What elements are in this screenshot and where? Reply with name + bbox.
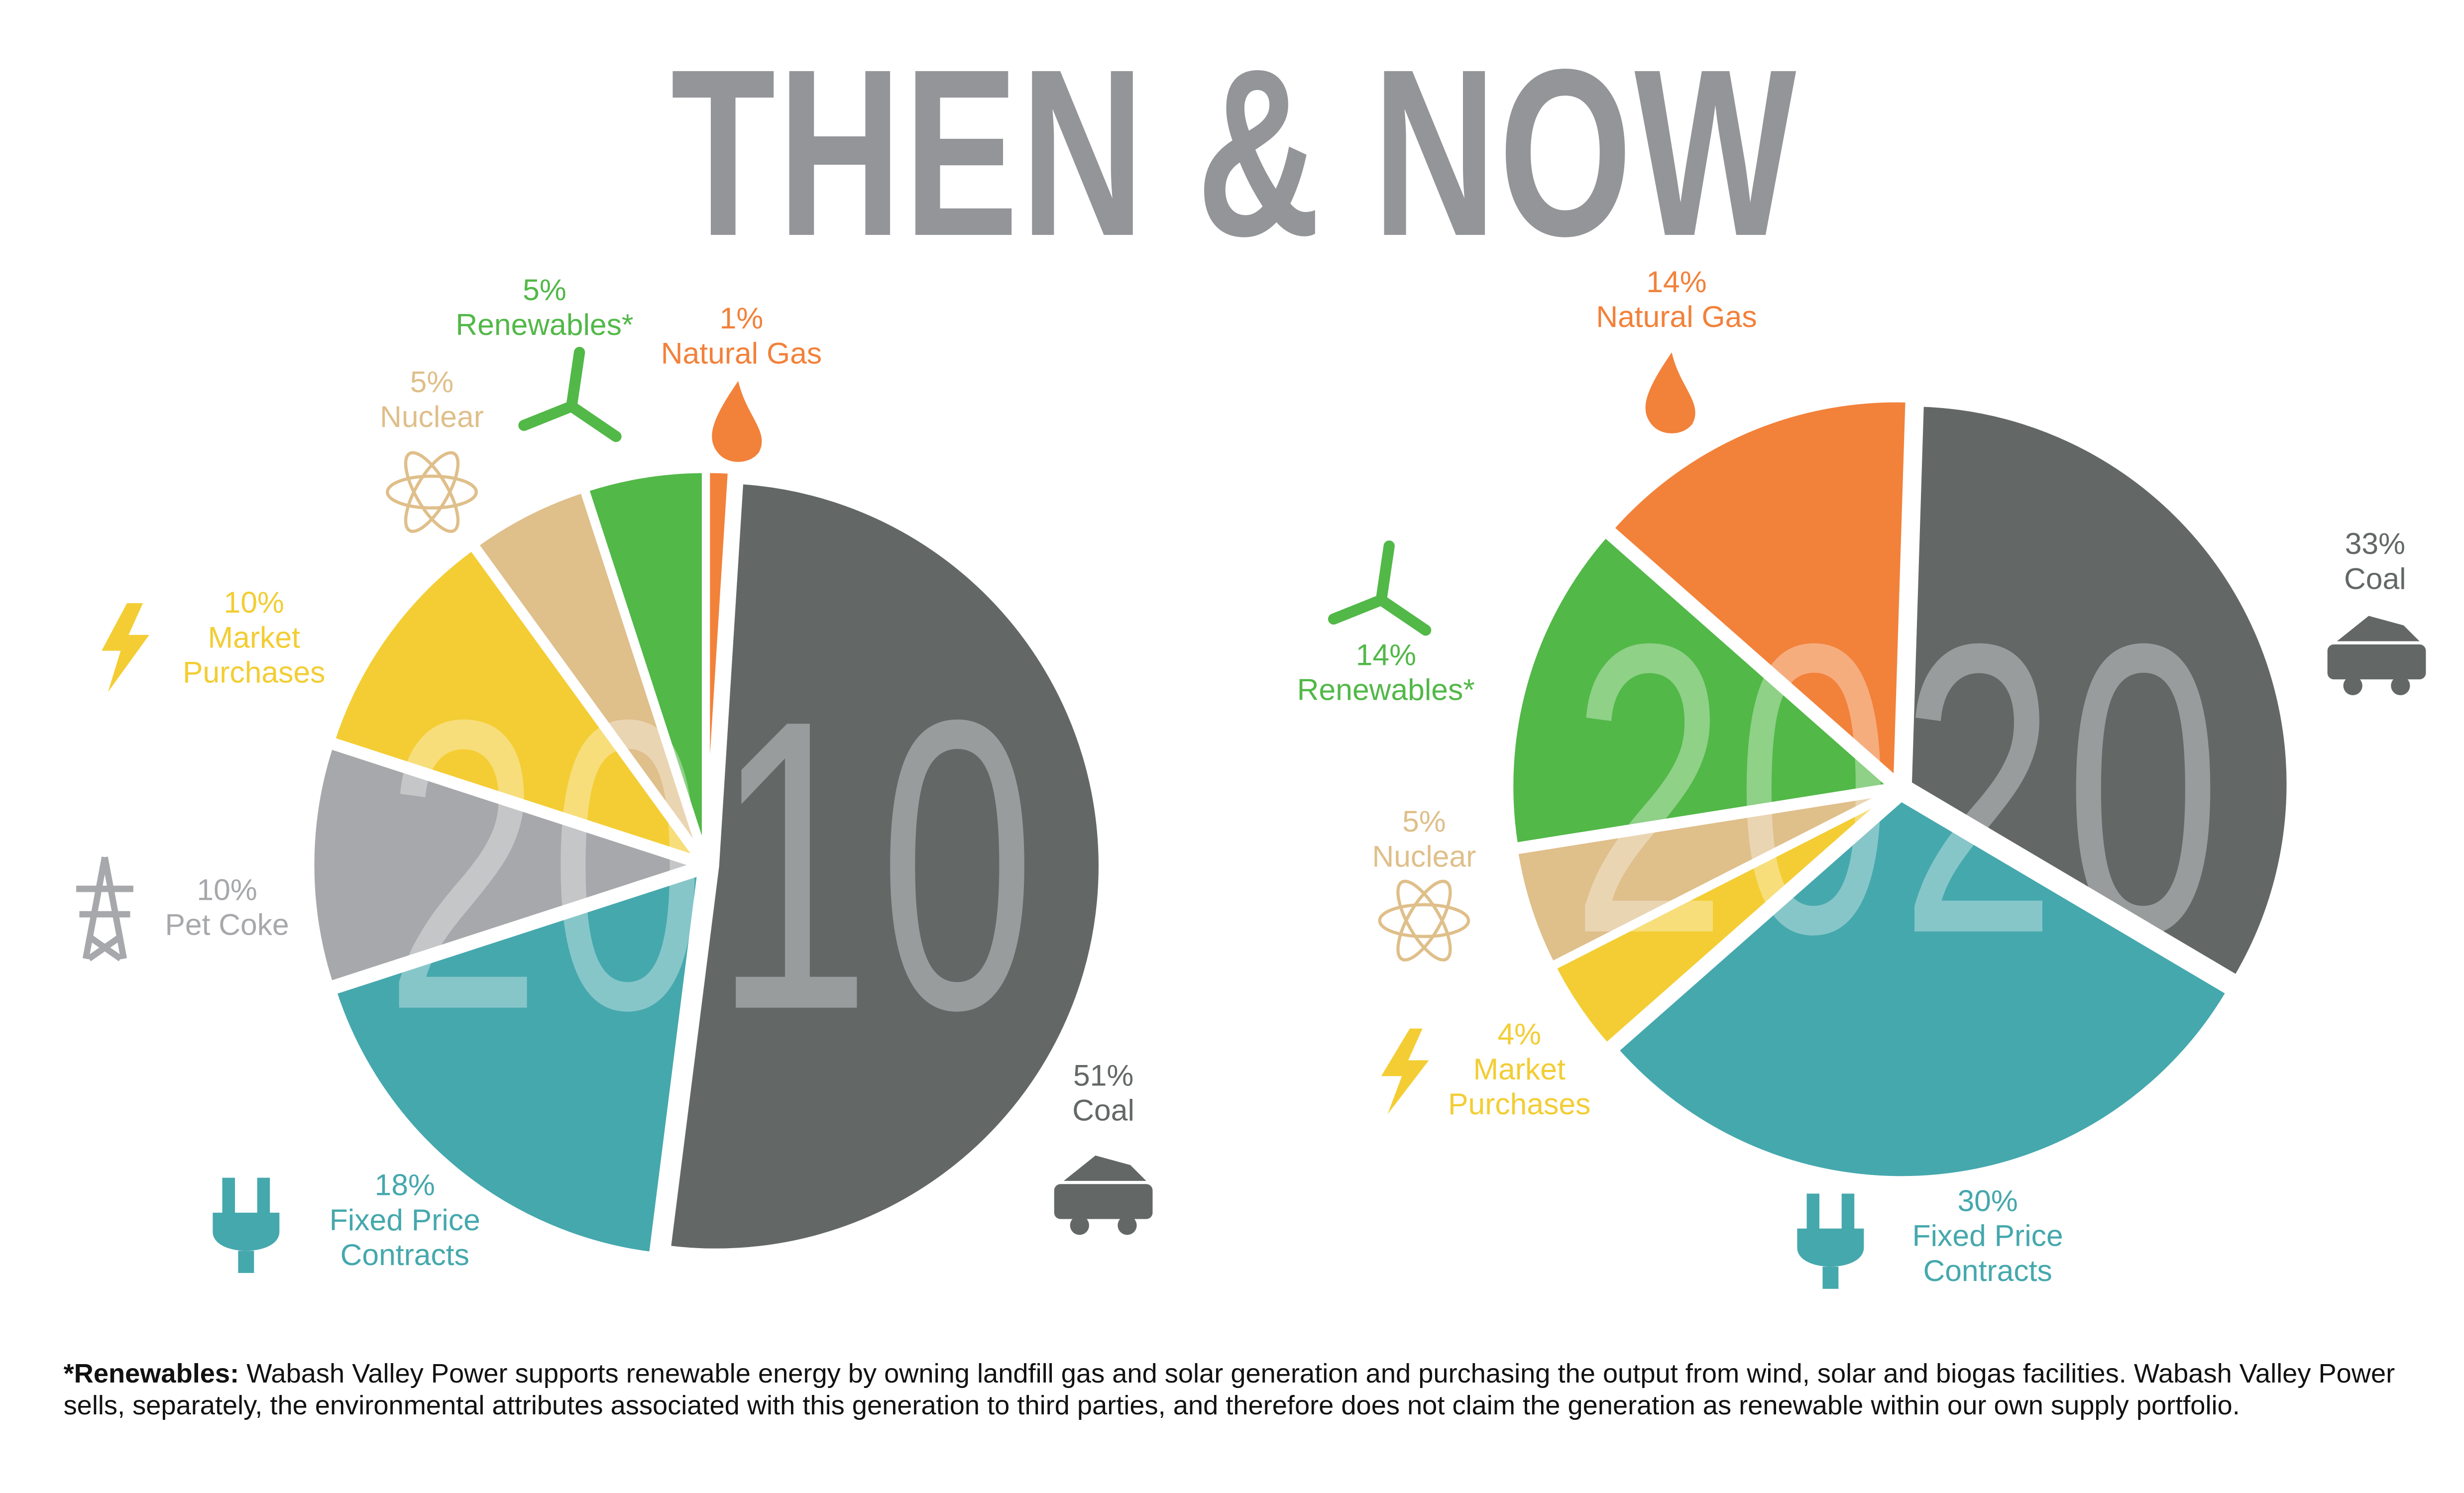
pie-slice bbox=[1606, 396, 1912, 787]
slice-label: 10% Pet Coke bbox=[116, 874, 338, 944]
year-title: 2020 bbox=[1571, 558, 2230, 1019]
pie-slice bbox=[664, 477, 1105, 1255]
atom-icon bbox=[1378, 879, 1470, 962]
pie-slice bbox=[1905, 400, 2293, 983]
slice-label: 5% Renewables* bbox=[434, 275, 656, 344]
value-label: 33% bbox=[2345, 529, 2405, 562]
pie-slice bbox=[1611, 794, 2234, 1182]
footnote-label: *Renewables: bbox=[63, 1359, 239, 1389]
slice-label: 14% Renewables* bbox=[1275, 640, 1497, 709]
value-label: 5% bbox=[523, 274, 566, 308]
pie-slice bbox=[1511, 788, 1893, 969]
value-label: 4% bbox=[1497, 1019, 1542, 1053]
slice-label: 18% Fixed Price Contracts bbox=[294, 1170, 516, 1275]
pie bbox=[308, 466, 1105, 1259]
flame-icon bbox=[712, 381, 762, 462]
slice-label: 5% Nuclear bbox=[321, 367, 543, 436]
pie-slice bbox=[328, 543, 707, 866]
value-label: 10% bbox=[224, 587, 284, 621]
bolt-icon bbox=[1381, 1028, 1429, 1114]
category-label: Coal bbox=[1072, 1095, 1134, 1129]
category-label: Market Purchases bbox=[183, 622, 326, 691]
slice-label: 1% Natural Gas bbox=[630, 303, 853, 373]
flame-icon bbox=[1645, 352, 1695, 433]
bolt-icon bbox=[102, 603, 149, 692]
year-title: 2010 bbox=[385, 635, 1044, 1095]
slice-label: 10% Market Purchases bbox=[143, 587, 365, 692]
slice-label: 5% Nuclear bbox=[1313, 806, 1536, 876]
pie-slice bbox=[308, 742, 707, 988]
category-label: Renewables* bbox=[1297, 674, 1475, 708]
slice-label: 4% Market Purchases bbox=[1408, 1019, 1631, 1124]
value-label: 14% bbox=[1646, 266, 1707, 300]
icons bbox=[76, 346, 2426, 1289]
value-label: 10% bbox=[197, 874, 257, 908]
value-label: 51% bbox=[1073, 1060, 1134, 1094]
category-label: Renewables* bbox=[455, 309, 634, 343]
value-label: 30% bbox=[1957, 1185, 2018, 1219]
category-label: Natural Gas bbox=[661, 338, 822, 372]
category-label: Pet Coke bbox=[165, 909, 289, 943]
pie-slice bbox=[703, 466, 735, 856]
footnote: *Renewables: Wabash Valley Power support… bbox=[64, 1359, 2413, 1422]
plug-icon bbox=[1797, 1193, 1864, 1289]
category-label: Coal bbox=[2344, 563, 2406, 597]
atom-icon bbox=[386, 451, 478, 533]
slice-label: 51% Coal bbox=[992, 1061, 1215, 1130]
category-label: Nuclear bbox=[1372, 841, 1476, 875]
value-label: 5% bbox=[1402, 806, 1446, 840]
tower-icon bbox=[76, 856, 133, 961]
category-label: Fixed Price Contracts bbox=[329, 1204, 480, 1273]
value-label: 18% bbox=[374, 1170, 435, 1203]
footnote-text: Wabash Valley Power supports renewable e… bbox=[63, 1359, 2395, 1421]
slice-label: 14% Natural Gas bbox=[1566, 267, 1788, 336]
category-label: Natural Gas bbox=[1596, 301, 1757, 335]
category-label: Nuclear bbox=[380, 401, 484, 435]
coal-icon bbox=[2327, 616, 2426, 695]
value-label: 5% bbox=[410, 366, 454, 400]
value-label: 14% bbox=[1355, 640, 1416, 673]
pie-slice bbox=[329, 867, 704, 1259]
slice-label: 30% Fixed Price Contracts bbox=[1877, 1185, 2099, 1290]
slice-label: 33% Coal bbox=[2264, 529, 2464, 598]
pie-slice bbox=[471, 486, 705, 858]
pie-slice bbox=[1507, 530, 1899, 850]
pie-slice bbox=[1549, 791, 1895, 1051]
coal-icon bbox=[1054, 1155, 1153, 1235]
pie bbox=[1507, 396, 2293, 1182]
turbine-icon bbox=[1328, 540, 1432, 636]
category-label: Market Purchases bbox=[1448, 1054, 1591, 1122]
plug-icon bbox=[213, 1177, 280, 1273]
value-label: 1% bbox=[719, 303, 764, 337]
turbine-icon bbox=[518, 346, 622, 442]
page-title: THEN & NOW bbox=[671, 19, 1799, 286]
pie-slice bbox=[581, 466, 708, 857]
category-label: Fixed Price Contracts bbox=[1912, 1220, 2063, 1289]
